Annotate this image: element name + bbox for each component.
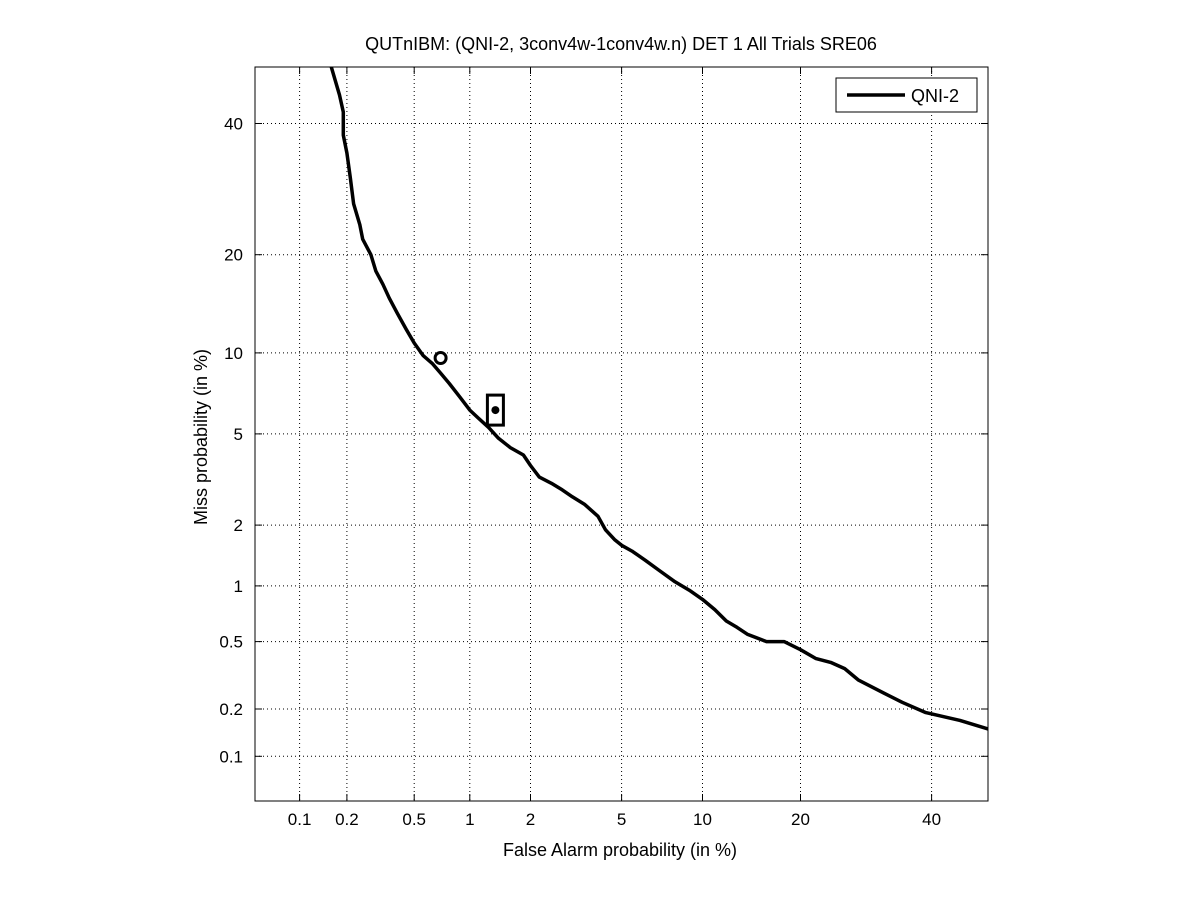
- plot-area: [329, 67, 988, 731]
- x-tick-label: 20: [791, 810, 810, 829]
- y-tick-label: 0.5: [219, 633, 243, 652]
- y-tick-label: 10: [224, 344, 243, 363]
- y-tick-label: 20: [224, 246, 243, 265]
- x-tick-label: 1: [465, 810, 474, 829]
- det-curve-qni-2: [329, 67, 988, 731]
- y-tick-label: 0.1: [219, 747, 243, 766]
- y-tick-label: 5: [234, 425, 243, 444]
- x-tick-label: 40: [922, 810, 941, 829]
- y-tick-labels: 0.1 0.2 0.5 1 2 5 10 20 40: [219, 115, 243, 767]
- chart-title: QUTnIBM: (QNI-2, 3conv4w-1conv4w.n) DET …: [365, 34, 877, 54]
- legend-label-qni-2: QNI-2: [911, 86, 959, 106]
- x-tick-label: 0.2: [335, 810, 359, 829]
- y-tick-label: 40: [224, 115, 243, 134]
- y-axis-label: Miss probability (in %): [191, 349, 211, 525]
- x-axis-label: False Alarm probability (in %): [503, 840, 737, 860]
- x-tick-label: 0.5: [402, 810, 426, 829]
- legend: QNI-2: [835, 77, 978, 113]
- x-tick-label: 2: [526, 810, 535, 829]
- x-tick-label: 5: [617, 810, 626, 829]
- x-tick-label: 10: [693, 810, 712, 829]
- x-tick-labels: 0.1 0.2 0.5 1 2 5 10 20 40: [288, 810, 941, 829]
- x-tick-label: 0.1: [288, 810, 312, 829]
- tick-marks: [255, 67, 988, 801]
- y-tick-label: 0.2: [219, 700, 243, 719]
- min-dcf-point-marker: [433, 351, 448, 365]
- y-tick-label: 2: [234, 516, 243, 535]
- actual-dcf-point-marker: [485, 393, 505, 427]
- y-tick-label: 1: [234, 577, 243, 596]
- actual-dcf-point-dot: [491, 406, 500, 415]
